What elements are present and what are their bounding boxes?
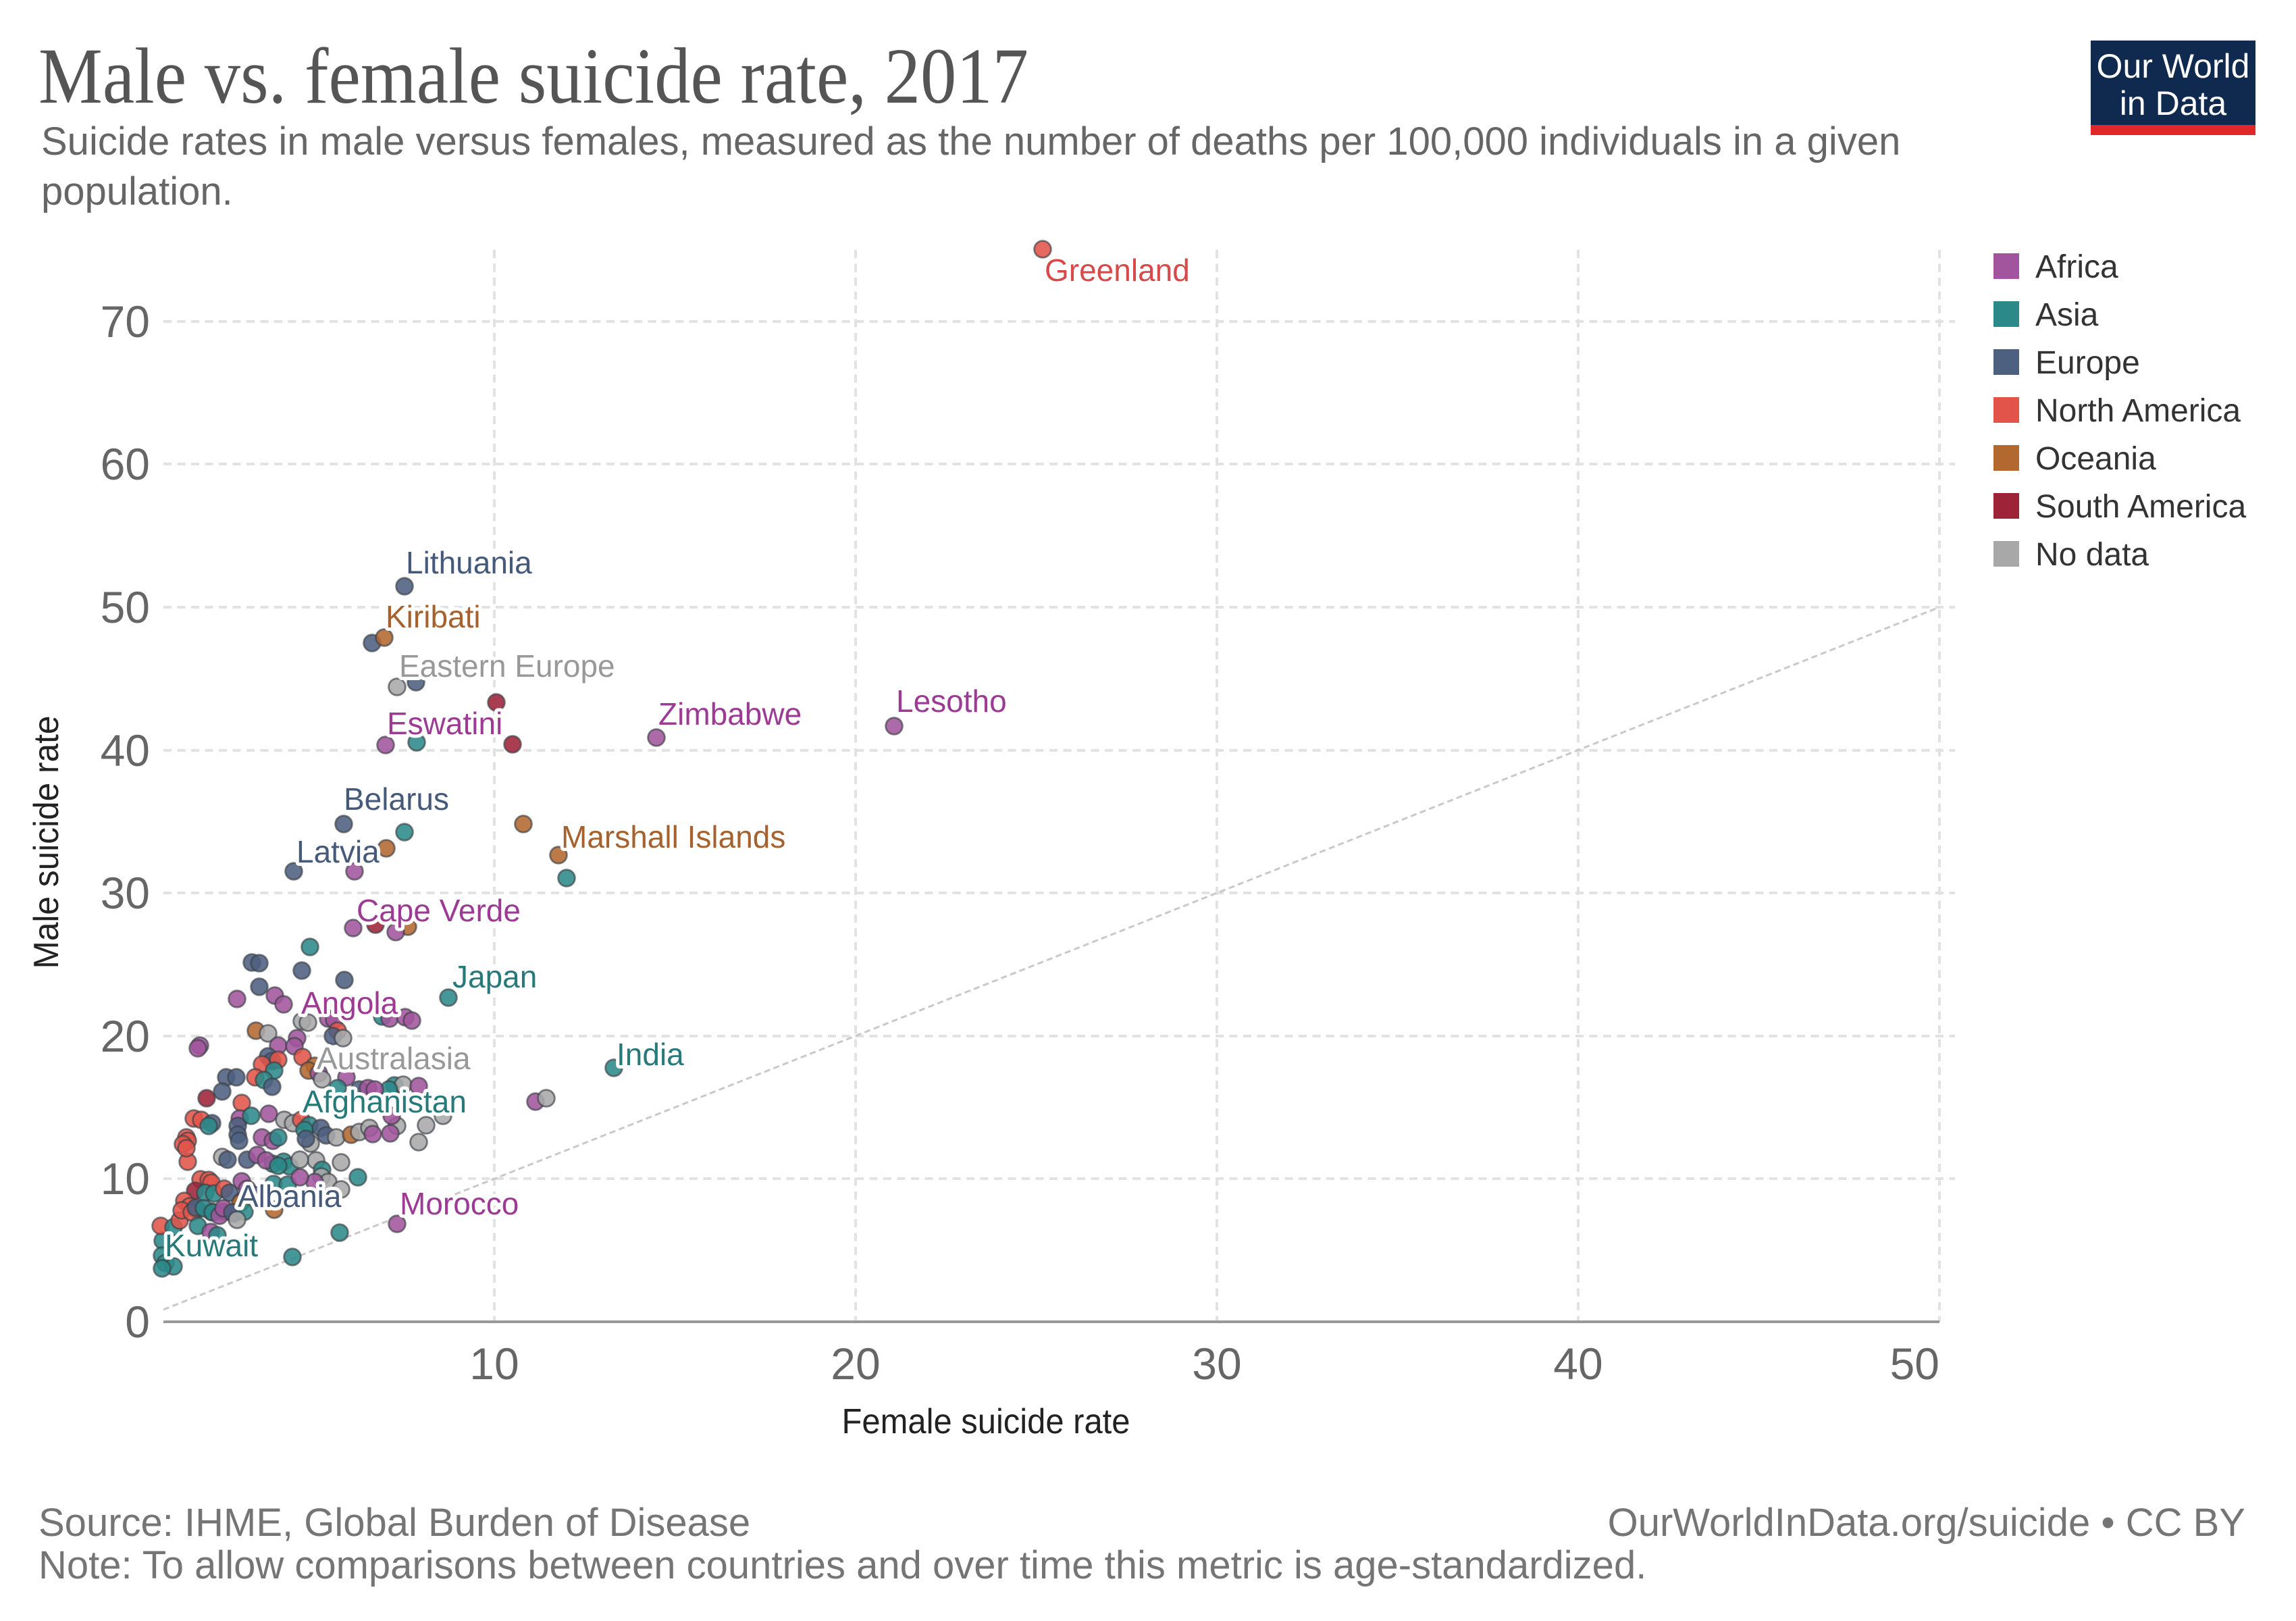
svg-text:20: 20 [831, 1339, 880, 1389]
svg-text:Kiribati: Kiribati [386, 599, 481, 634]
svg-text:Marshall Islands: Marshall Islands [561, 819, 785, 854]
svg-text:in Data: in Data [2120, 84, 2227, 122]
svg-text:Afghanistan: Afghanistan [303, 1084, 467, 1119]
svg-text:30: 30 [1192, 1339, 1241, 1389]
svg-text:Zimbabwe: Zimbabwe [658, 696, 802, 731]
svg-text:Australasia: Australasia [317, 1041, 471, 1076]
svg-text:Kuwait: Kuwait [165, 1228, 258, 1263]
svg-text:70: 70 [101, 297, 150, 346]
svg-text:India: India [617, 1037, 684, 1072]
svg-text:10: 10 [469, 1339, 519, 1389]
svg-text:40: 40 [1553, 1339, 1602, 1389]
svg-text:50: 50 [1890, 1339, 1939, 1389]
svg-text:OurWorldInData.org/suicide • C: OurWorldInData.org/suicide • CC BY [1608, 1501, 2245, 1545]
svg-text:Suicide rates in male versus f: Suicide rates in male versus females, me… [41, 120, 1900, 163]
svg-text:Angola: Angola [301, 985, 398, 1021]
svg-text:Source: IHME, Global Burden of: Source: IHME, Global Burden of Disease [38, 1501, 750, 1545]
svg-text:Oceania: Oceania [2035, 441, 2156, 477]
svg-text:20: 20 [101, 1011, 150, 1061]
svg-text:Latvia: Latvia [296, 834, 380, 869]
svg-text:Eastern Europe: Eastern Europe [399, 648, 615, 684]
svg-text:Greenland: Greenland [1045, 253, 1190, 288]
svg-text:0: 0 [125, 1297, 150, 1347]
svg-text:Eswatini: Eswatini [387, 706, 502, 741]
svg-text:60: 60 [101, 439, 150, 489]
svg-text:Male vs. female suicide rate,: Male vs. female suicide rate, 2017 [38, 32, 1028, 120]
svg-text:Africa: Africa [2035, 249, 2118, 285]
svg-text:50: 50 [101, 582, 150, 632]
svg-text:30: 30 [101, 868, 150, 918]
svg-text:Lesotho: Lesotho [896, 684, 1007, 719]
svg-text:Europe: Europe [2035, 345, 2140, 381]
svg-text:Female suicide rate: Female suicide rate [842, 1402, 1130, 1441]
svg-text:Asia: Asia [2035, 297, 2099, 333]
svg-text:40: 40 [101, 725, 150, 775]
svg-text:Our World: Our World [2097, 47, 2250, 85]
svg-text:Morocco: Morocco [400, 1186, 519, 1221]
svg-text:Male suicide rate: Male suicide rate [27, 716, 66, 969]
svg-text:Belarus: Belarus [344, 781, 449, 817]
svg-text:South America: South America [2035, 489, 2246, 525]
svg-text:Albania: Albania [238, 1179, 342, 1214]
svg-text:Japan: Japan [452, 959, 537, 994]
svg-text:population.: population. [41, 170, 233, 213]
svg-text:Lithuania: Lithuania [406, 545, 532, 580]
svg-text:No data: No data [2035, 537, 2149, 573]
svg-text:Note: To allow comparisons bet: Note: To allow comparisons between count… [38, 1543, 1646, 1587]
svg-text:Cape Verde: Cape Verde [357, 893, 521, 928]
svg-text:North America: North America [2035, 393, 2241, 429]
svg-text:10: 10 [101, 1154, 150, 1204]
